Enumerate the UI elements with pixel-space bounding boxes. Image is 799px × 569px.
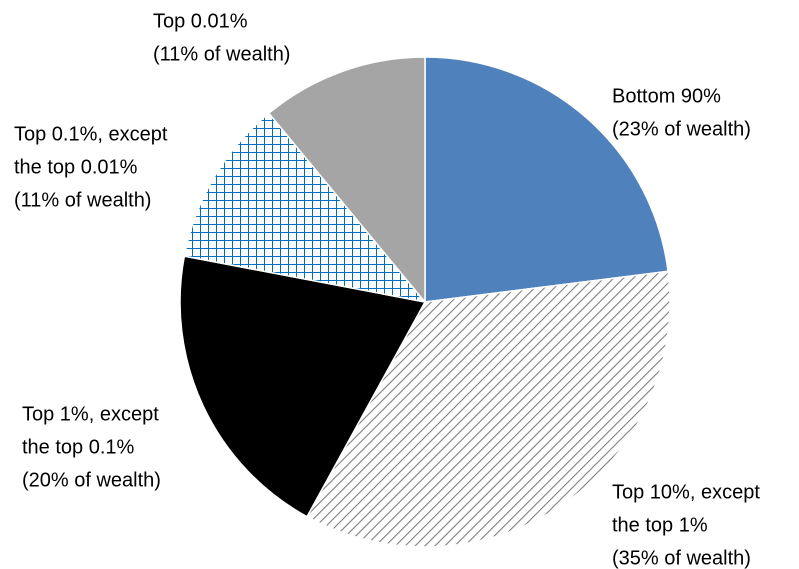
pie-slice [305,270,671,548]
slice-label: the top 1% [612,514,708,536]
value-label: (23% of wealth) [612,118,751,140]
slice-label: Top 10%, except [612,481,760,503]
value-label: (11% of wealth) [14,189,151,211]
pie-slice [424,56,669,303]
value-label: (35% of wealth) [612,547,751,569]
slice-label: Top 1%, except [22,403,159,425]
value-label: (20% of wealth) [22,469,161,491]
slice-label: Top 0.01% [153,10,248,32]
pie-slice [267,56,426,305]
slice-label: the top 0.01% [14,156,138,178]
slice-label: Bottom 90% [612,85,721,107]
value-label: (11% of wealth) [153,43,290,65]
pie-slice [179,255,427,518]
pie-slice [183,112,427,304]
slice-label: the top 0.1% [22,436,135,458]
slice-label: Top 0.1%, except [14,123,168,145]
